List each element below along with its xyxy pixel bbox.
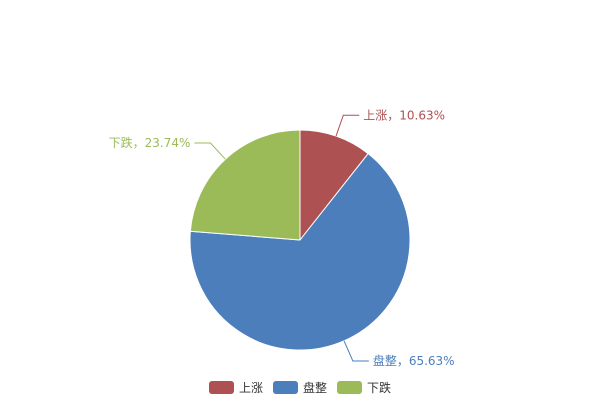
legend-item-fall[interactable]: 下跌 bbox=[337, 380, 391, 395]
pie-slice-2[interactable] bbox=[189, 129, 301, 241]
legend-swatch-fall bbox=[337, 381, 362, 394]
label-line-0 bbox=[335, 114, 360, 137]
label-line-1 bbox=[343, 340, 369, 362]
legend-swatch-consolidate bbox=[273, 381, 298, 394]
label-line-2 bbox=[194, 142, 226, 160]
legend: 上涨 盘整 下跌 bbox=[209, 380, 391, 395]
legend-label-consolidate: 盘整 bbox=[303, 380, 327, 395]
slice-label-1: 盘整，65.63% bbox=[373, 353, 455, 368]
legend-item-rise[interactable]: 上涨 bbox=[209, 380, 263, 395]
legend-label-rise: 上涨 bbox=[239, 380, 263, 395]
legend-item-consolidate[interactable]: 盘整 bbox=[273, 380, 327, 395]
legend-swatch-rise bbox=[209, 381, 234, 394]
legend-label-fall: 下跌 bbox=[367, 380, 391, 395]
slice-label-0: 上涨，10.63% bbox=[363, 107, 445, 122]
pie-slice-0[interactable] bbox=[299, 129, 369, 242]
slice-label-2: 下跌，23.74% bbox=[109, 135, 191, 150]
